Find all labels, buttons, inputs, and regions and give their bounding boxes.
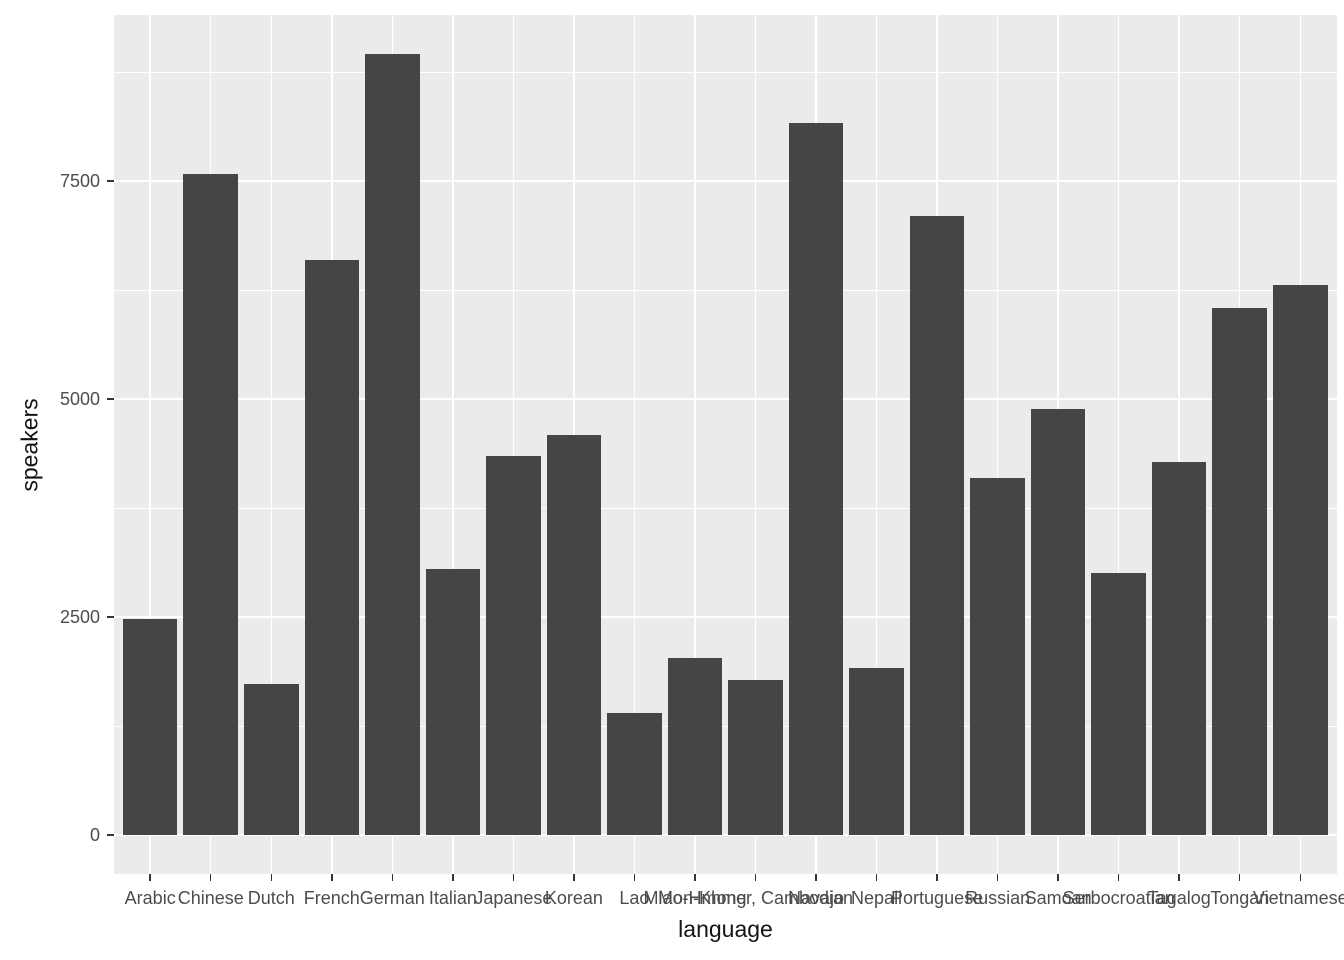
major-gridline-y-7500 bbox=[114, 180, 1337, 182]
bar-italian bbox=[425, 569, 481, 835]
y-tick-2500 bbox=[107, 616, 114, 618]
x-tick-german bbox=[391, 874, 394, 881]
x-tick-arabic bbox=[149, 874, 151, 881]
x-tick-chinese bbox=[209, 874, 212, 881]
x-tick-label-mon-khmer-cambodian: Mon-Khmer, Cambodian bbox=[657, 888, 854, 908]
bar-german bbox=[365, 53, 420, 835]
x-tick-serbocroatian bbox=[1117, 874, 1120, 881]
x-tick-label-russian: Russian bbox=[965, 888, 1031, 908]
y-tick-label-5000: 5000 bbox=[59, 389, 100, 410]
x-tick-navajo bbox=[815, 874, 817, 881]
bar-samoan bbox=[1030, 408, 1086, 835]
major-gridline-x-mon-khmer-cambodian bbox=[754, 15, 757, 874]
bar-tagalog bbox=[1151, 461, 1207, 835]
x-tick-label-tongan: Tongan bbox=[1210, 888, 1270, 908]
major-gridline-x-tagalog bbox=[1178, 15, 1180, 874]
minor-gridline-y-1250 bbox=[114, 725, 1337, 727]
x-tick-tagalog bbox=[1178, 874, 1180, 881]
x-tick-russian bbox=[996, 874, 999, 881]
minor-gridline-y-3750 bbox=[114, 507, 1337, 509]
y-tick-5000 bbox=[107, 398, 114, 400]
bar-chinese bbox=[183, 174, 238, 835]
major-gridline-y-0 bbox=[114, 834, 1337, 836]
y-tick-label-0: 0 bbox=[89, 825, 100, 845]
bar-arabic bbox=[122, 618, 178, 835]
minor-gridline-y-6250 bbox=[114, 289, 1337, 291]
bar-french bbox=[304, 259, 360, 835]
x-tick-tongan bbox=[1238, 874, 1241, 881]
x-tick-dutch bbox=[270, 874, 272, 881]
x-tick-french bbox=[331, 874, 333, 881]
major-gridline-y-5000 bbox=[114, 398, 1337, 400]
x-tick-lao bbox=[633, 874, 636, 881]
x-tick-label-japanese: Japanese bbox=[474, 888, 553, 908]
x-tick-label-dutch: Dutch bbox=[247, 888, 295, 908]
bar-russian bbox=[970, 477, 1025, 835]
bar-dutch bbox=[244, 684, 299, 835]
major-gridline-x-arabic bbox=[149, 15, 151, 874]
x-tick-label-samoan: Samoan bbox=[1024, 888, 1092, 908]
y-tick-7500 bbox=[107, 180, 114, 182]
bar-serbocroatian bbox=[1091, 573, 1146, 835]
major-gridline-x-japanese bbox=[512, 15, 515, 874]
x-tick-label-nepali: Nepali bbox=[851, 888, 903, 908]
x-tick-label-vietnamese: Vietnamese bbox=[1252, 888, 1344, 908]
major-gridline-y-2500 bbox=[114, 616, 1337, 618]
x-tick-label-portuguese: Portuguese bbox=[891, 888, 984, 908]
bar-korean bbox=[546, 434, 602, 835]
major-gridline-x-dutch bbox=[270, 15, 272, 874]
bar-miao-hmong bbox=[667, 658, 723, 835]
x-tick-label-navajo: Navajo bbox=[788, 888, 845, 908]
x-tick-italian bbox=[452, 874, 454, 881]
plot-panel bbox=[114, 15, 1337, 874]
x-tick-label-tagalog: Tagalog bbox=[1147, 888, 1211, 908]
x-tick-nepali bbox=[875, 874, 878, 881]
major-gridline-x-miao-hmong bbox=[694, 15, 696, 874]
y-axis-title: speakers bbox=[16, 397, 43, 492]
minor-gridline-y-8750 bbox=[114, 71, 1337, 73]
x-tick-label-italian: Italian bbox=[428, 888, 477, 908]
x-tick-label-lao: Lao bbox=[619, 888, 650, 908]
x-tick-vietnamese bbox=[1299, 874, 1302, 881]
y-tick-0 bbox=[107, 834, 114, 836]
x-tick-samoan bbox=[1057, 874, 1059, 881]
bar-vietnamese bbox=[1273, 284, 1328, 835]
bar-japanese bbox=[486, 455, 541, 835]
x-tick-japanese bbox=[512, 874, 515, 881]
x-tick-miao-hmong bbox=[694, 874, 696, 881]
x-tick-label-korean: Korean bbox=[544, 888, 603, 908]
major-gridline-x-nepali bbox=[875, 15, 878, 874]
bar-nepali bbox=[849, 667, 904, 835]
major-gridline-x-italian bbox=[452, 15, 454, 874]
x-tick-korean bbox=[573, 874, 575, 881]
bar-portuguese bbox=[909, 215, 965, 835]
x-tick-label-german: German bbox=[359, 888, 425, 908]
x-tick-portuguese bbox=[936, 874, 938, 881]
bar-tongan bbox=[1212, 307, 1267, 835]
major-gridline-x-serbocroatian bbox=[1117, 15, 1120, 874]
x-axis-title: language bbox=[678, 916, 773, 942]
bar-navajo bbox=[788, 122, 844, 835]
x-tick-label-chinese: Chinese bbox=[177, 888, 244, 908]
bar-lao bbox=[607, 712, 662, 835]
x-tick-label-french: French bbox=[303, 888, 360, 908]
bar-mon-khmer-cambodian bbox=[728, 679, 783, 835]
x-tick-label-serbocroatian: Serbocroatian bbox=[1062, 888, 1175, 908]
y-tick-label-7500: 7500 bbox=[59, 171, 100, 192]
x-tick-label-arabic: Arabic bbox=[124, 888, 176, 908]
x-tick-mon-khmer-cambodian bbox=[754, 874, 757, 881]
y-tick-label-2500: 2500 bbox=[59, 607, 100, 628]
x-tick-label-miao-hmong: Miao-Hmong bbox=[643, 888, 747, 908]
major-gridline-x-lao bbox=[633, 15, 636, 874]
major-gridline-x-russian bbox=[996, 15, 999, 874]
